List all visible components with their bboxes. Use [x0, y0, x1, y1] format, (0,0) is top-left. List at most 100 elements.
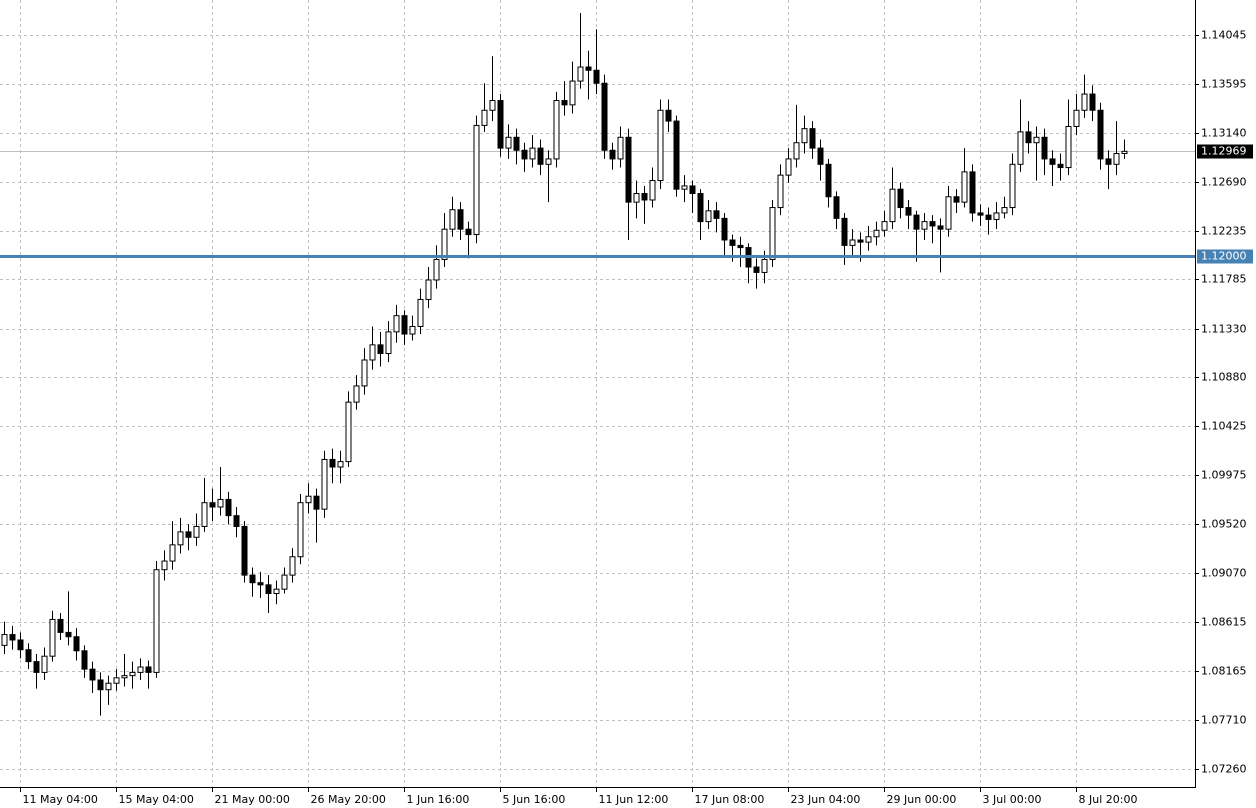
candle-body: [585, 66, 592, 71]
candle-body: [41, 655, 48, 673]
candle-body: [489, 100, 496, 111]
candle-body: [145, 666, 152, 673]
candle-body: [793, 142, 800, 160]
candle-body: [1121, 150, 1128, 155]
candle-body: [1017, 131, 1024, 165]
x-tick-label: 11 May 04:00: [23, 793, 98, 806]
candle-body: [945, 196, 952, 230]
y-tick-label: 1.13140: [1201, 127, 1247, 140]
candle-body: [137, 666, 144, 673]
candle-body: [913, 214, 920, 230]
candle-body: [1025, 131, 1032, 144]
candle-body: [633, 193, 640, 203]
y-tick-label: 1.11330: [1201, 323, 1247, 336]
candle-body: [313, 495, 320, 510]
candle-body: [257, 582, 264, 586]
candle-body: [17, 639, 24, 651]
candle-body: [121, 675, 128, 679]
candle-body: [97, 679, 104, 691]
candle-body: [25, 649, 32, 663]
candle-body: [1081, 93, 1088, 111]
candle-body: [89, 668, 96, 681]
candle-body: [857, 239, 864, 243]
y-tick-label: 1.12235: [1201, 225, 1247, 238]
candle-body: [529, 147, 536, 160]
candle-body: [361, 359, 368, 387]
candle-body: [729, 239, 736, 246]
x-tick-label: 1 Jun 16:00: [407, 793, 470, 806]
candle-body: [49, 618, 56, 657]
x-tick-label: 15 May 04:00: [119, 793, 194, 806]
candle-body: [593, 69, 600, 84]
candle-body: [241, 525, 248, 576]
candle-body: [337, 461, 344, 468]
candle-body: [1009, 163, 1016, 209]
candle-body: [569, 80, 576, 106]
candle-body: [625, 136, 632, 203]
candle-body: [1057, 163, 1064, 169]
candle-body: [73, 636, 80, 652]
x-tick-label: 5 Jun 16:00: [503, 793, 566, 806]
candle-body: [561, 100, 568, 106]
candle-body: [385, 331, 392, 355]
candle-body: [689, 185, 696, 195]
candle-body: [1001, 207, 1008, 214]
candle-body: [1033, 136, 1040, 144]
candle-body: [289, 556, 296, 576]
candle-body: [321, 458, 328, 510]
x-tick-label: 29 Jun 00:00: [887, 793, 957, 806]
candle-body: [305, 495, 312, 504]
candle-body: [9, 634, 16, 641]
candle-body: [817, 147, 824, 165]
candle-body: [1073, 109, 1080, 127]
candle-body: [1, 634, 8, 646]
candle-body: [377, 344, 384, 355]
candle-body: [353, 385, 360, 403]
y-tick-label: 1.09070: [1201, 567, 1247, 580]
candle-body: [993, 212, 1000, 220]
y-tick-label: 1.14045: [1201, 29, 1247, 42]
candle-body: [481, 109, 488, 126]
y-tick-label: 1.08615: [1201, 616, 1247, 629]
candle-body: [601, 82, 608, 151]
candle-body: [761, 258, 768, 273]
candle-body: [185, 531, 192, 538]
candle-body: [233, 515, 240, 527]
candle-body: [409, 325, 416, 335]
level-box: [1197, 249, 1253, 264]
candle-body: [553, 100, 560, 160]
y-tick-label: 1.10880: [1201, 371, 1247, 384]
candle-body: [681, 185, 688, 190]
candle-body: [113, 677, 120, 684]
candle-body: [225, 498, 232, 517]
candle-body: [921, 221, 928, 230]
x-tick-label: 17 Jun 08:00: [695, 793, 765, 806]
candle-body: [977, 212, 984, 216]
y-tick-label: 1.12690: [1201, 176, 1247, 189]
candle-body: [209, 502, 216, 508]
candle-body: [393, 315, 400, 333]
candle-body: [161, 560, 168, 571]
candle-body: [417, 298, 424, 327]
y-tick-label: 1.13595: [1201, 78, 1247, 91]
candle-body: [649, 180, 656, 201]
candle-body: [825, 163, 832, 198]
candle-body: [865, 236, 872, 243]
candle-body: [801, 128, 808, 144]
candle-body: [753, 266, 760, 273]
candle-body: [33, 661, 40, 673]
candle-body: [193, 525, 200, 538]
candle-body: [849, 239, 856, 246]
candle-body: [457, 209, 464, 230]
candle-body: [465, 228, 472, 236]
candle-body: [169, 544, 176, 562]
candle-body: [769, 207, 776, 260]
candle-body: [1049, 158, 1056, 165]
candle-body: [705, 210, 712, 223]
y-tick-label: 1.07710: [1201, 714, 1247, 727]
candle-body: [673, 120, 680, 190]
candle-body: [441, 228, 448, 260]
candle-body: [873, 229, 880, 238]
